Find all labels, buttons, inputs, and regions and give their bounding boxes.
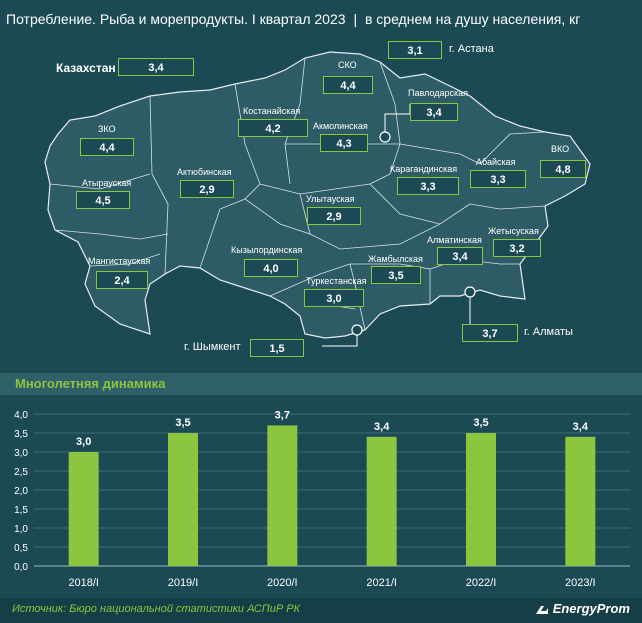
bar — [565, 436, 596, 566]
city-label-almaty: г. Алматы — [524, 326, 573, 338]
region-value-karaganda: 3,3 — [397, 177, 459, 195]
bar-chart-svg: 0,0 0,5 1,0 1,5 2,0 2,5 3,0 3,5 4,0 3,0 2018/I 3,5 2… — [14, 409, 630, 589]
region-label-vko: ВКО — [551, 144, 570, 154]
bar-value-label: 3,0 — [76, 436, 91, 448]
region-value-kyzylorda: 4,0 — [244, 259, 298, 277]
region-value-akmola: 4,3 — [320, 134, 368, 152]
bar — [466, 433, 496, 566]
region-value-ulytau: 2,9 — [307, 207, 361, 225]
y-tick-label: 3,5 — [14, 429, 28, 440]
chart-subtitle: в среднем на душу населения, кг — [364, 11, 581, 27]
x-tick-label: 2022/I — [466, 577, 497, 589]
region-label-karaganda: Карагандинская — [390, 164, 458, 174]
region-value-mangistau: 2,4 — [96, 271, 148, 289]
region-label-abay: Абайская — [476, 157, 516, 167]
y-tick-label: 1,0 — [14, 524, 28, 535]
region-label-zhambyl: Жамбылская — [368, 254, 423, 264]
brand-name: EnergyProm — [552, 601, 630, 616]
brand-logo: EnergyProm — [535, 601, 630, 616]
country-outline — [44, 51, 591, 339]
region-label-aktobe: Актюбинская — [177, 167, 232, 177]
region-label-sko: СКО — [338, 60, 357, 70]
region-value-pavlodar: 3,4 — [410, 103, 458, 121]
header: Потребление. Рыба и морепродукты. I квар… — [6, 6, 636, 32]
region-value-zko: 4,4 — [80, 138, 134, 156]
region-label-akmola: Акмолинская — [313, 121, 368, 131]
kazakhstan-label: Казахстан — [56, 61, 116, 75]
footer: Источник: Бюро национальной статистики А… — [0, 598, 642, 623]
bar — [366, 436, 397, 566]
region-label-kyzylorda: Кызылординская — [231, 245, 303, 255]
shymkent-marker — [351, 324, 363, 336]
region-value-sko: 4,4 — [323, 76, 373, 94]
bar-value-label: 3,5 — [473, 417, 488, 429]
bar-chart: 0,0 0,5 1,0 1,5 2,0 2,5 3,0 3,5 4,0 3,0 2018/I 3,5 2… — [0, 400, 642, 595]
bar-value-label: 3,4 — [374, 421, 390, 433]
chart-title: Потребление. Рыба и морепродукты. I квар… — [6, 11, 346, 27]
section-band: Многолетняя динамика — [0, 373, 642, 395]
y-tick-label: 4,0 — [14, 410, 28, 421]
y-tick-label: 2,0 — [14, 486, 28, 497]
almaty-marker — [464, 286, 476, 298]
region-label-atyrau: Атырауская — [82, 178, 132, 188]
city-label-shymkent: г. Шымкент — [184, 341, 241, 353]
astana-marker — [379, 131, 391, 143]
city-value-almaty: 3,7 — [462, 324, 518, 342]
x-tick-label: 2019/I — [168, 577, 199, 589]
kazakhstan-value: 3,4 — [118, 58, 194, 76]
region-value-kostanay: 4,2 — [238, 119, 308, 137]
region-value-turkestan: 3,0 — [304, 289, 364, 307]
y-tick-label: 3,0 — [14, 448, 28, 459]
region-label-ulytau: Улытауская — [306, 194, 355, 204]
region-label-zko: ЗКО — [98, 124, 116, 134]
region-value-zhambyl: 3,5 — [371, 266, 421, 284]
region-value-vko: 4,8 — [540, 160, 586, 178]
city-value-shymkent: 1,5 — [250, 339, 304, 357]
x-tick-label: 2018/I — [68, 577, 99, 589]
kazakhstan-map-shape — [44, 51, 591, 347]
bar — [267, 425, 298, 566]
region-value-aktobe: 2,9 — [180, 180, 234, 198]
title-separator: | — [353, 11, 358, 27]
section-title: Многолетняя динамика — [15, 376, 166, 391]
region-label-mangistau: Мангистауская — [88, 256, 151, 266]
bar-value-label: 3,7 — [275, 409, 290, 421]
region-label-almaty-region: Алматинская — [427, 235, 482, 245]
region-label-zhetysu: Жетысуская — [488, 226, 539, 236]
region-value-atyrau: 4,5 — [76, 191, 130, 209]
y-tick-label: 0,5 — [14, 543, 28, 554]
source-note: Источник: Бюро национальной статистики А… — [12, 603, 301, 615]
region-value-almaty-region: 3,4 — [437, 247, 483, 265]
x-tick-label: 2021/I — [366, 577, 397, 589]
region-map: Казахстан 3,4 СКО 4,4 Павлодарская 3,4 К… — [0, 34, 642, 364]
bar-value-label: 3,5 — [175, 417, 190, 429]
y-tick-label: 1,5 — [14, 505, 28, 516]
city-value-astana: 3,1 — [388, 41, 442, 59]
bar — [68, 452, 99, 566]
y-tick-label: 2,5 — [14, 467, 28, 478]
x-tick-label: 2020/I — [267, 577, 298, 589]
bar-value-label: 3,4 — [573, 421, 589, 433]
region-value-abay: 3,3 — [470, 170, 526, 188]
region-label-turkestan: Туркестанская — [306, 276, 367, 286]
city-label-astana: г. Астана — [449, 43, 494, 55]
x-tick-label: 2023/I — [565, 577, 596, 589]
y-tick-label: 0,0 — [14, 562, 28, 573]
region-label-kostanay: Костанайская — [243, 106, 301, 116]
region-label-pavlodar: Павлодарская — [408, 88, 468, 98]
bar — [168, 433, 198, 566]
energyprom-logo-icon — [536, 605, 549, 614]
region-value-zhetysu: 3,2 — [493, 239, 541, 257]
